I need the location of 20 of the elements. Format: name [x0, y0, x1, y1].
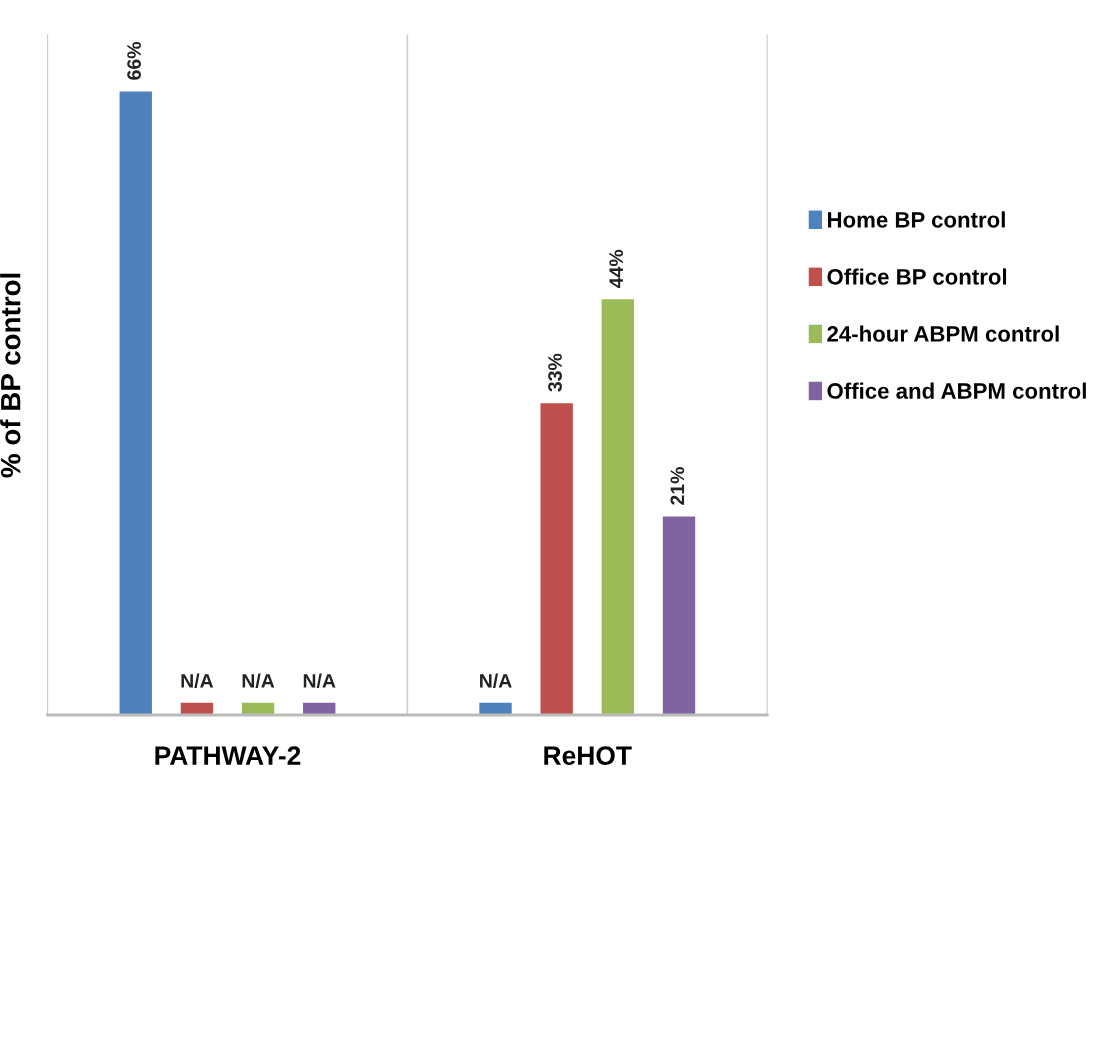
data-label: N/A: [303, 673, 336, 688]
x-tick-label: PATHWAY-2: [155, 746, 301, 765]
legend-label: Office and ABPM control: [827, 382, 1086, 399]
data-label: 33%: [548, 353, 562, 392]
data-label: N/A: [480, 673, 512, 688]
data-label: N/A: [242, 673, 275, 688]
bar: [662, 516, 696, 715]
data-label: N/A: [181, 673, 214, 688]
bar: [601, 299, 635, 715]
legend-label: 24-hour ABPM control: [827, 325, 1059, 342]
legend-label: Home BP control: [828, 211, 1005, 228]
x-tick-label: ReHOT: [544, 746, 632, 765]
data-label: 21%: [670, 467, 685, 505]
bar: [119, 91, 152, 715]
legend-label: Office BP control: [827, 268, 1007, 285]
data-label: 66%: [127, 42, 141, 80]
bar: [540, 403, 573, 715]
y-axis-title: % of BP control: [0, 273, 21, 478]
data-label: 44%: [609, 249, 624, 288]
bar: [479, 702, 512, 715]
